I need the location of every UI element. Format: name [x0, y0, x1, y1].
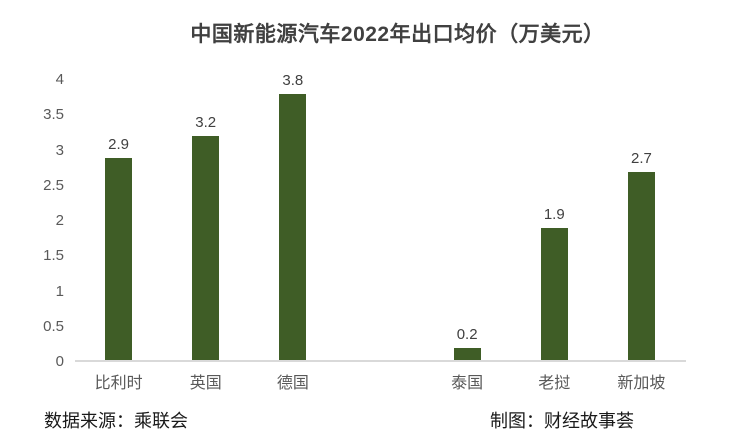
x-label-老挝: 老挝 [538, 375, 571, 392]
bar-德国 [279, 94, 307, 362]
bar-泰国 [453, 348, 481, 362]
x-label-泰国: 泰国 [451, 375, 484, 392]
y-tick-label: 2 [55, 212, 64, 229]
bar-slot-empty [336, 80, 423, 362]
x-label-英国: 英国 [189, 375, 222, 392]
bar-英国 [192, 136, 220, 362]
chart-title: 中国新能源汽车2022年出口均价（万美元） [190, 23, 605, 46]
x-label-新加坡: 新加坡 [617, 375, 666, 392]
bar-slot-德国: 3.8 [249, 72, 336, 362]
bar-slot-泰国: 0.2 [424, 80, 511, 362]
bar-slot-新加坡: 2.7 [598, 80, 685, 362]
bar-slot-英国: 3.2 [162, 80, 249, 362]
y-tick-label: 0.5 [43, 317, 64, 335]
y-tick-label: 1.5 [43, 247, 64, 265]
y-tick-label: 2.5 [43, 176, 64, 194]
y-tick-label: 1 [55, 282, 64, 300]
chart-credit-note: 制图：财经故事荟 [490, 411, 634, 431]
bar-value-label: 3.2 [195, 114, 217, 131]
bar-新加坡 [627, 172, 655, 362]
bar-value-label: 3.8 [282, 72, 304, 89]
bar-slot-老挝: 1.9 [511, 80, 598, 362]
y-tick-label: 4 [55, 71, 64, 88]
bar-value-label: 2.9 [108, 136, 129, 153]
y-tick-label: 3 [55, 141, 64, 159]
bar-比利时 [105, 158, 133, 362]
x-axis-line [75, 360, 686, 362]
y-tick-label: 3.5 [43, 106, 64, 124]
bar-value-label: 2.7 [630, 150, 652, 167]
x-label-比利时: 比利时 [94, 375, 143, 392]
data-source-note: 数据来源：乘联会 [44, 411, 188, 431]
y-tick-label: 0 [55, 353, 64, 370]
x-axis-labels: 比利时 英国 德国 泰国 老挝 新加坡 [75, 369, 685, 393]
x-label-empty [336, 369, 423, 393]
plot-area: 2.9 3.2 3.8 0.2 1.9 2.7 [75, 72, 685, 362]
y-axis: 4 3.5 3 2.5 2 1.5 1 0.5 0 [0, 0, 64, 446]
x-label-德国: 德国 [276, 375, 309, 392]
bar-slot-比利时: 2.9 [75, 80, 162, 362]
bar-老挝 [540, 228, 568, 362]
bar-value-label: 1.9 [543, 206, 565, 223]
bar-value-label: 0.2 [456, 326, 478, 343]
